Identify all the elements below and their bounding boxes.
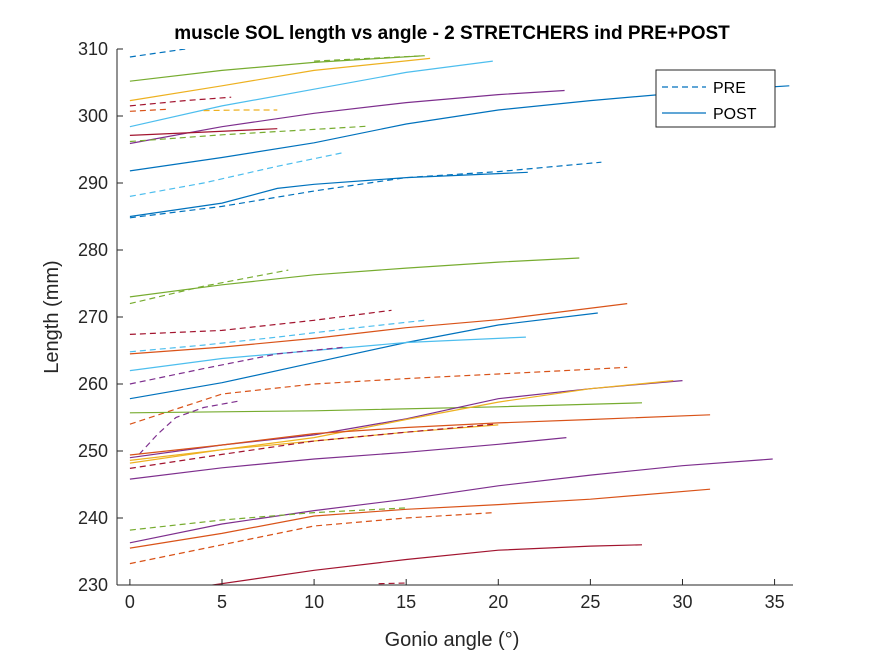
axes: 0 5 10 15 20 25 30 35 230 240 250 260 270 280 290 300 31… bbox=[78, 39, 793, 612]
series-line-20 bbox=[129, 312, 598, 400]
legend-label-post: POST bbox=[713, 106, 757, 123]
series-line-14 bbox=[129, 161, 602, 219]
series-line-5 bbox=[129, 60, 493, 128]
series-line-2 bbox=[129, 55, 425, 82]
series-line-32 bbox=[129, 437, 567, 480]
y-tick-label: 240 bbox=[78, 508, 108, 528]
y-tick-label: 250 bbox=[78, 441, 108, 461]
series-line-19 bbox=[129, 303, 628, 355]
series-line-18 bbox=[129, 309, 392, 335]
series-line-27 bbox=[138, 400, 241, 455]
x-tick-label: 35 bbox=[765, 592, 785, 612]
series-line-13 bbox=[129, 151, 346, 197]
y-tick-label: 230 bbox=[78, 575, 108, 595]
x-tick-label: 15 bbox=[396, 592, 416, 612]
x-tick-label: 20 bbox=[488, 592, 508, 612]
series-line-31 bbox=[129, 423, 495, 469]
series-line-36 bbox=[129, 512, 495, 565]
plot-area bbox=[117, 49, 793, 585]
series-line-4 bbox=[129, 57, 431, 102]
series-line-11 bbox=[129, 125, 370, 143]
legend: PRE POST bbox=[655, 69, 776, 128]
series-line-8 bbox=[203, 109, 278, 112]
legend-label-pre: PRE bbox=[713, 80, 746, 97]
series-line-37 bbox=[208, 544, 643, 585]
y-tick-label: 280 bbox=[78, 240, 108, 260]
y-tick-label: 290 bbox=[78, 173, 108, 193]
series-line-3 bbox=[314, 55, 425, 62]
series-line-6 bbox=[129, 96, 232, 107]
series-line-16 bbox=[129, 257, 580, 298]
series-line-38 bbox=[378, 582, 407, 585]
series-line-34 bbox=[129, 488, 711, 549]
legend-box bbox=[655, 69, 776, 128]
series-line-29 bbox=[129, 414, 711, 456]
series-line-15 bbox=[129, 171, 528, 218]
series-line-9 bbox=[129, 89, 565, 145]
y-axis-label: Length (mm) bbox=[41, 260, 63, 373]
series-line-33 bbox=[129, 458, 773, 544]
series-line-17 bbox=[129, 269, 289, 305]
x-tick-label: 25 bbox=[580, 592, 600, 612]
x-tick-label: 30 bbox=[672, 592, 692, 612]
series-line-24 bbox=[129, 366, 628, 425]
x-tick-label: 0 bbox=[125, 592, 135, 612]
y-tick-label: 310 bbox=[78, 39, 108, 59]
y-tick-label: 260 bbox=[78, 374, 108, 394]
series-line-25 bbox=[129, 402, 643, 414]
series-line-30 bbox=[129, 424, 499, 461]
x-tick-label: 10 bbox=[304, 592, 324, 612]
x-tick-label: 5 bbox=[217, 592, 227, 612]
series-line-35 bbox=[129, 507, 407, 531]
chart-title: muscle SOL length vs angle - 2 STRETCHER… bbox=[174, 23, 730, 44]
y-tick-label: 300 bbox=[78, 106, 108, 126]
series-line-10 bbox=[129, 128, 278, 136]
x-axis-label: Gonio angle (°) bbox=[385, 629, 520, 651]
series-lines bbox=[129, 49, 790, 585]
series-line-23 bbox=[129, 346, 346, 385]
series-line-7 bbox=[129, 108, 167, 112]
y-tick-label: 270 bbox=[78, 307, 108, 327]
series-line-21 bbox=[129, 336, 526, 372]
